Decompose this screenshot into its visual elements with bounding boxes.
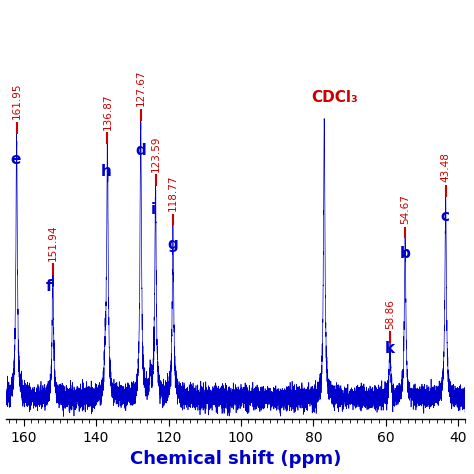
Text: f: f <box>46 279 52 294</box>
Text: 58.86: 58.86 <box>385 299 395 329</box>
Text: i: i <box>151 202 156 217</box>
Text: c: c <box>440 209 449 224</box>
Text: 123.59: 123.59 <box>151 135 161 172</box>
Text: d: d <box>135 143 146 158</box>
Text: e: e <box>10 152 20 167</box>
Text: h: h <box>101 164 112 179</box>
Text: 43.48: 43.48 <box>441 152 451 182</box>
Text: 161.95: 161.95 <box>11 83 22 119</box>
Text: k: k <box>384 340 395 356</box>
Text: 136.87: 136.87 <box>102 93 112 130</box>
Text: 54.67: 54.67 <box>400 194 410 224</box>
Text: CDCl₃: CDCl₃ <box>311 90 358 105</box>
Text: b: b <box>400 246 410 261</box>
Text: g: g <box>167 237 178 252</box>
X-axis label: Chemical shift (ppm): Chemical shift (ppm) <box>130 450 341 468</box>
Text: 118.77: 118.77 <box>168 174 178 211</box>
Text: 151.94: 151.94 <box>48 224 58 261</box>
Text: 127.67: 127.67 <box>136 70 146 106</box>
